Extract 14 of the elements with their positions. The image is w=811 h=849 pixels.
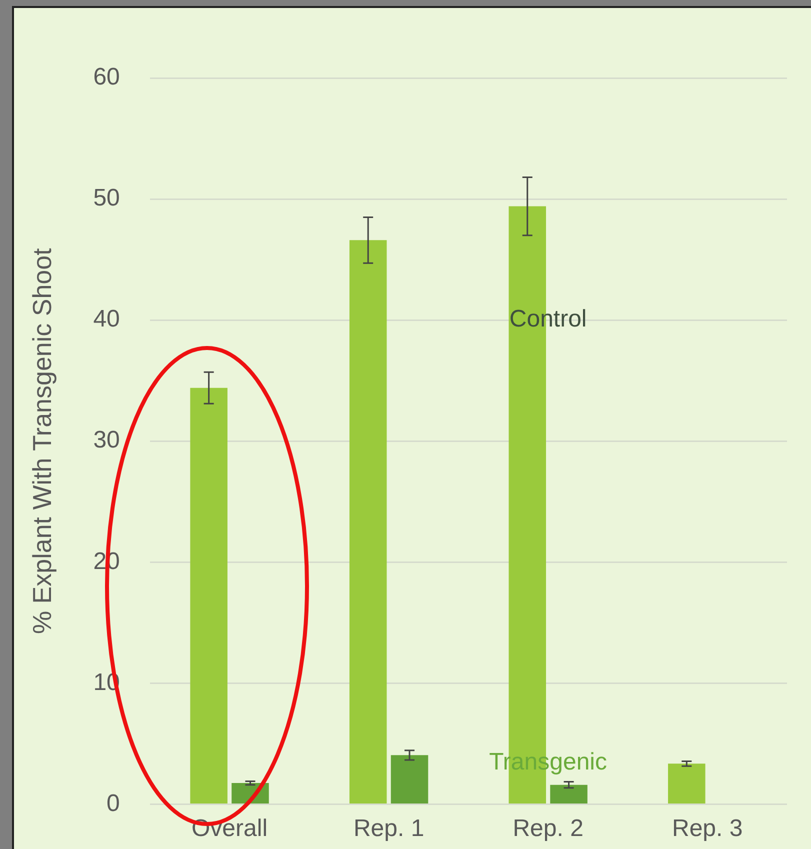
y-tick-label: 30 [93, 426, 120, 454]
y-tick-label: 0 [106, 790, 120, 817]
y-tick-label: 40 [93, 306, 120, 333]
x-tick-label: Rep. 2 [512, 815, 584, 842]
bar [550, 784, 588, 804]
bar [349, 240, 387, 804]
y-tick-label: 50 [93, 184, 120, 212]
bar [390, 755, 428, 804]
x-tick-label: Rep. 3 [672, 815, 743, 842]
x-tick-label: Rep. 1 [353, 815, 424, 842]
y-axis-title: % Explant With Transgenic Shoot [26, 247, 57, 634]
bar [668, 764, 706, 804]
y-tick-label: 60 [93, 64, 120, 91]
bar [190, 388, 228, 804]
